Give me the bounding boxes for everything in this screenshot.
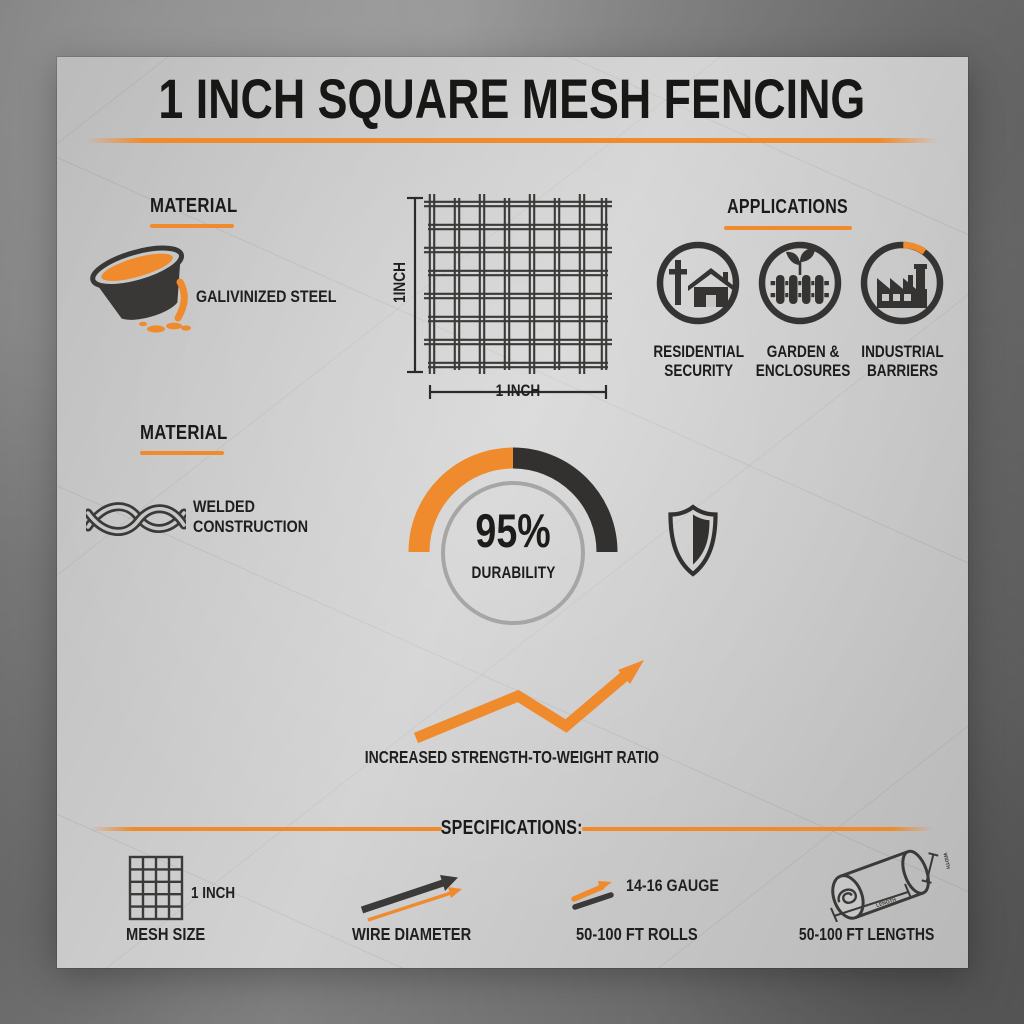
applications-heading: APPLICATIONS	[727, 196, 849, 218]
mesh-size-value: 1 INCH	[191, 885, 236, 902]
application-garden-label: GARDEN & ENCLOSURES	[755, 342, 851, 381]
woven-wire-icon	[86, 502, 186, 536]
material-steel-label: GALIVINIZED STEEL	[196, 287, 337, 306]
mesh-height-label: 1INCH	[389, 261, 409, 303]
material-welded-label: WELDED CONSTRUCTION	[193, 497, 309, 537]
mesh-width-label: 1 INCH	[495, 381, 541, 400]
garden-fence-icon	[758, 241, 842, 325]
page-title-text: 1 INCH SQUARE MESH FENCING	[158, 67, 866, 130]
wire-diameter-label: WIRE DIAMETER	[352, 924, 472, 944]
mesh-size-label: MESH SIZE	[126, 924, 206, 944]
crucible-pour-icon	[90, 245, 191, 333]
mesh-diagram	[407, 194, 612, 399]
spec-divider-right	[582, 827, 934, 831]
material-steel-underline	[150, 224, 234, 228]
application-residential: RESIDENTIAL SECURITY	[642, 239, 754, 381]
durability-label: DURABILITY	[471, 563, 555, 582]
durability-inner-circle	[441, 481, 585, 625]
page-title: 1 INCH SQUARE MESH FENCING	[0, 66, 1024, 131]
roll-width-dimension	[921, 852, 939, 884]
growth-arrow-icon	[413, 660, 644, 744]
lengths-label: 50-100 FT LENGTHS	[799, 924, 935, 944]
application-industrial: INDUSTRIAL BARRIERS	[846, 239, 958, 381]
material-welded-underline	[140, 451, 224, 455]
factory-icon	[860, 241, 944, 325]
mesh-roll-icon	[830, 849, 939, 922]
material-steel-heading: MATERIAL	[150, 195, 238, 217]
house-cross-icon	[656, 241, 740, 325]
application-residential-label: RESIDENTIAL SECURITY	[653, 342, 745, 381]
shield-icon	[668, 504, 718, 577]
dimension-lines	[407, 196, 608, 399]
mesh-horizontal-wires	[424, 200, 612, 369]
durability-gauge-arc	[408, 447, 618, 553]
wire-diameter-icon	[360, 875, 462, 922]
mesh-vertical-wires	[428, 194, 608, 374]
rolls-label: 50-100 FT ROLLS	[576, 924, 698, 944]
mesh-grid-icon	[128, 855, 184, 921]
gauge-arrow-icon	[571, 881, 614, 910]
applications-underline	[724, 226, 852, 230]
spec-divider-left	[90, 827, 442, 831]
application-garden: GARDEN & ENCLOSURES	[744, 239, 856, 381]
strength-caption: INCREASED STRENGTH-TO-WEIGHT RATIO	[364, 747, 660, 767]
title-divider	[85, 138, 939, 143]
durability-value: 95%	[475, 504, 551, 557]
specifications-heading: SPECIFICATIONS:	[441, 817, 583, 839]
application-industrial-label: INDUSTRIAL BARRIERS	[860, 342, 944, 381]
material-welded-heading: MATERIAL	[140, 422, 228, 444]
roll-length-dimension	[830, 883, 912, 922]
gauge-value: 14-16 GAUGE	[626, 876, 719, 895]
